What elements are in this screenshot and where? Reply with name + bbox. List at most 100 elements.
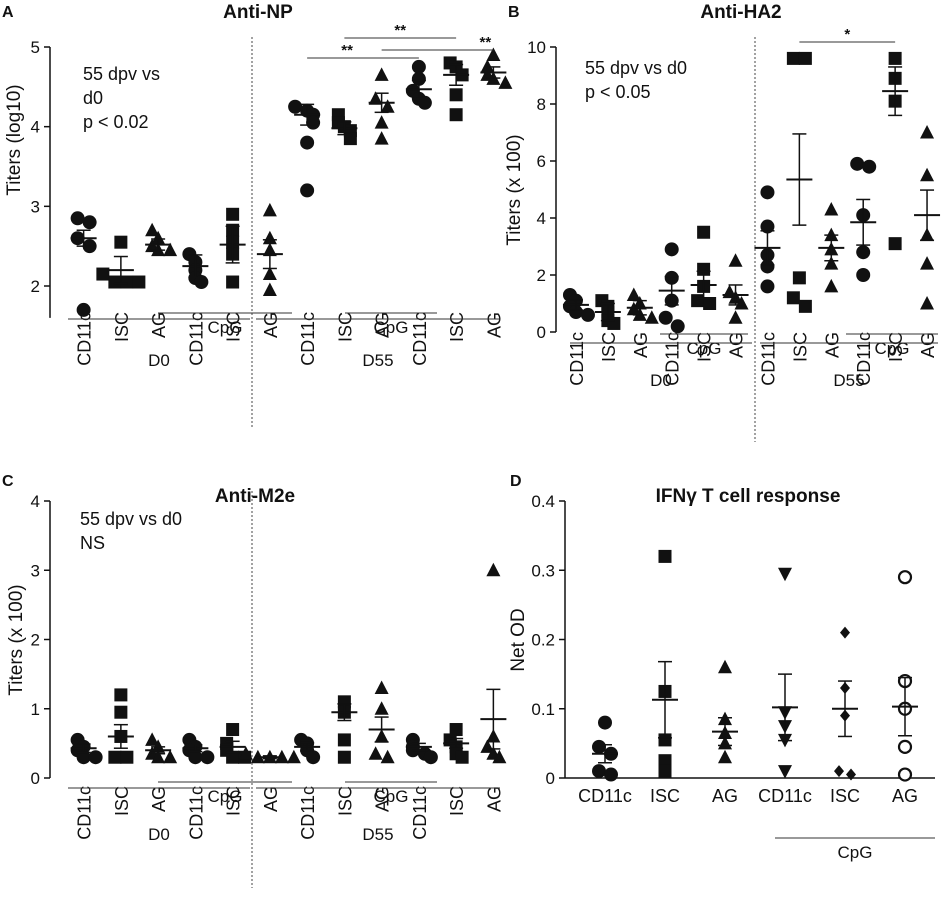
data-point xyxy=(492,749,507,764)
data-point xyxy=(449,723,463,737)
data-point xyxy=(778,765,792,779)
category-9 xyxy=(405,59,432,110)
panel-C: C Anti-M2e 0 1 2 3 4 Titers (x 100) 55 dpv vs d0… xyxy=(2,473,507,888)
data-point xyxy=(920,167,935,182)
y-tick-label: 10 xyxy=(527,38,546,57)
category-label: ISC xyxy=(112,786,132,816)
data-point xyxy=(300,183,315,198)
data-point xyxy=(306,750,321,765)
panel-D: D IFNγ T cell response 0 0.1 0.2 0.3 0.4 Net OD… xyxy=(508,473,935,862)
category-label: CD11c xyxy=(186,312,206,366)
category-3 xyxy=(772,567,798,779)
data-point xyxy=(374,131,389,145)
data-point xyxy=(728,253,743,267)
data-point xyxy=(262,282,277,296)
data-point xyxy=(760,219,775,234)
category-label: CD11c xyxy=(758,332,778,386)
annotation-line: d0 xyxy=(83,88,103,108)
data-point xyxy=(411,59,426,74)
data-point xyxy=(664,242,679,257)
data-point xyxy=(108,750,122,764)
category-label: AG xyxy=(149,786,169,812)
panel-letter: D xyxy=(510,473,522,490)
category-label: CD11c xyxy=(75,312,95,366)
category-label: CD11c xyxy=(663,332,683,386)
category-label: ISC xyxy=(447,312,467,342)
data-point xyxy=(786,51,800,65)
category-label: CD11c xyxy=(298,312,318,366)
cpg-label: CpG xyxy=(208,787,243,806)
category-label: AG xyxy=(892,786,918,806)
y-tick-label: 1 xyxy=(31,700,40,719)
category-label: ISC xyxy=(599,332,619,362)
day-label: D55 xyxy=(362,351,393,370)
category-8 xyxy=(368,67,395,145)
y-tick-label: 5 xyxy=(31,38,40,57)
data-point xyxy=(604,767,618,782)
data-point xyxy=(840,626,850,639)
data-point xyxy=(262,230,277,245)
data-point xyxy=(486,562,501,577)
category-0 xyxy=(562,287,595,322)
data-point xyxy=(226,207,240,221)
data-point xyxy=(498,75,513,89)
annotation-line: p < 0.02 xyxy=(83,112,149,132)
category-label: ISC xyxy=(224,312,244,342)
y-tick-label: 0 xyxy=(546,769,555,788)
y-axis-label: Titers (x 100) xyxy=(504,134,525,245)
panel-title: Anti-NP xyxy=(223,2,293,23)
category-0 xyxy=(70,211,97,317)
data-point xyxy=(374,680,389,694)
category-label: ISC xyxy=(830,786,860,806)
cpg-label: CpG xyxy=(208,318,243,337)
data-point xyxy=(703,297,717,310)
data-point xyxy=(226,275,240,289)
data-point xyxy=(626,287,641,301)
category-3 xyxy=(182,732,215,765)
category-label: ISC xyxy=(112,312,132,342)
y-tick-label: 8 xyxy=(537,95,546,114)
y-tick-label: 3 xyxy=(31,561,40,580)
category-8 xyxy=(368,680,395,764)
category-5 xyxy=(256,202,283,296)
category-label: ISC xyxy=(650,786,680,806)
data-point xyxy=(455,750,469,764)
y-tick-label: 4 xyxy=(31,118,40,137)
category-label: ISC xyxy=(447,786,467,816)
data-point xyxy=(194,275,209,290)
data-point xyxy=(368,746,383,760)
category-label: ISC xyxy=(335,786,355,816)
y-axis-label: Titers (log10) xyxy=(4,84,25,195)
data-point xyxy=(70,211,85,226)
data-point xyxy=(920,256,935,270)
category-label: CD11c xyxy=(410,786,430,840)
data-point xyxy=(824,278,839,293)
category-6 xyxy=(294,732,321,765)
category-10 xyxy=(443,56,470,122)
data-point xyxy=(226,723,240,737)
category-2 xyxy=(145,732,178,764)
day-label: D55 xyxy=(833,371,864,390)
data-point xyxy=(670,319,685,334)
category-7 xyxy=(331,108,358,146)
data-point xyxy=(734,296,749,310)
data-point xyxy=(76,750,91,765)
data-point xyxy=(151,230,166,245)
cpg-label: CpG xyxy=(374,318,409,337)
data-point xyxy=(798,299,812,313)
category-9 xyxy=(405,732,438,765)
y-tick-label: 0.3 xyxy=(531,561,555,580)
data-point xyxy=(856,268,871,282)
data-point xyxy=(380,99,395,113)
data-point xyxy=(580,307,595,322)
y-tick-label: 0.2 xyxy=(531,631,555,650)
category-7 xyxy=(331,695,358,764)
data-point xyxy=(120,275,134,289)
data-point xyxy=(486,47,501,61)
panel-A: A Anti-NP 2 3 4 5 Titers (log10) 55 dpv vs d0 p <… xyxy=(2,2,513,428)
data-point xyxy=(607,316,621,330)
data-point xyxy=(337,695,351,709)
data-point xyxy=(760,185,775,200)
panel-title: Anti-M2e xyxy=(215,486,295,507)
data-point xyxy=(449,88,463,102)
